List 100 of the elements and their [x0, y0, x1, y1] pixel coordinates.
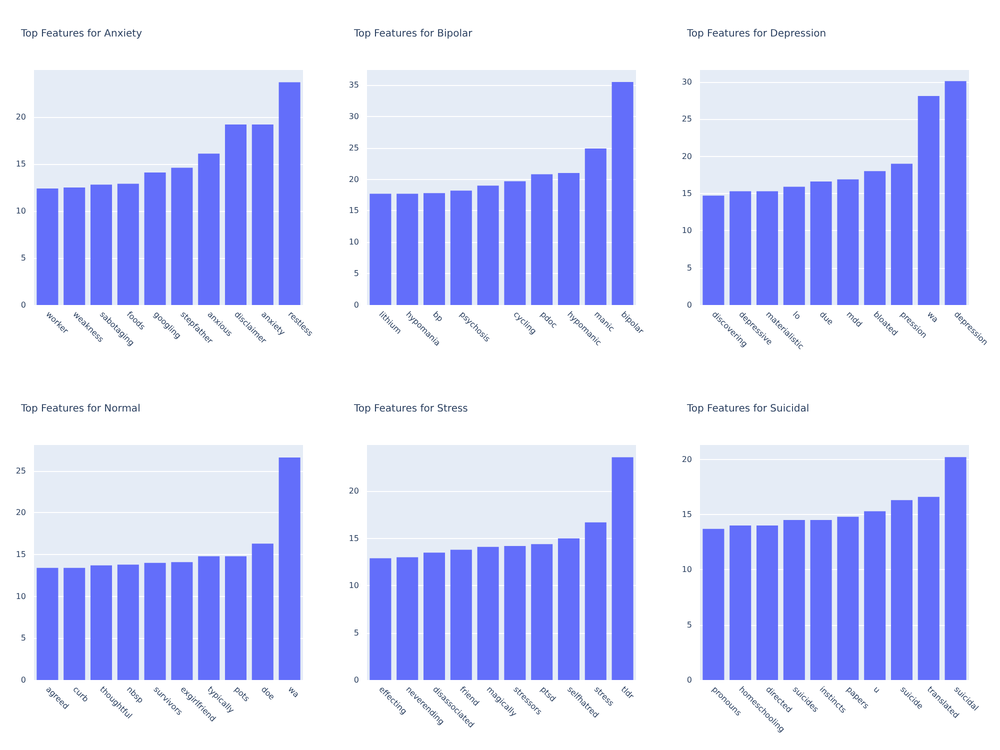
bar: [450, 190, 472, 305]
bar: [944, 457, 966, 680]
x-tick-label: u: [872, 684, 882, 695]
bar: [370, 194, 392, 305]
y-tick-label: 25: [348, 143, 359, 152]
y-tick-label: 5: [20, 254, 26, 262]
y-tick-label: 5: [354, 628, 359, 638]
y-tick-label: 15: [16, 550, 26, 560]
bar: [702, 528, 724, 680]
bar: [504, 546, 526, 680]
bar: [612, 82, 634, 305]
y-tick-label: 20: [682, 152, 692, 161]
bar: [36, 188, 58, 305]
bar: [612, 457, 634, 680]
bar: [117, 564, 139, 680]
bar: [171, 562, 193, 680]
bar: [90, 565, 112, 680]
y-tick-label: 0: [354, 676, 359, 684]
bar: [64, 188, 86, 305]
y-tick-label: 10: [682, 226, 692, 236]
bar: [90, 184, 112, 305]
y-tick-label: 0: [686, 676, 692, 684]
chart-title: Top Features for Normal: [20, 404, 140, 414]
y-tick-label: 0: [686, 300, 692, 310]
bar: [756, 526, 778, 680]
bar: [36, 568, 58, 680]
chart-title: Top Features for Anxiety: [20, 28, 142, 40]
y-tick-label: 15: [348, 206, 359, 216]
bar: [558, 173, 580, 305]
bar: [252, 124, 274, 305]
y-tick-label: 20: [682, 454, 692, 464]
y-tick-label: 10: [16, 206, 26, 216]
y-tick-label: 20: [348, 174, 359, 184]
bar: [810, 182, 832, 305]
y-tick-label: 0: [354, 300, 359, 310]
y-tick-label: 0: [20, 300, 26, 310]
y-tick-label: 20: [348, 486, 359, 496]
bar: [783, 520, 805, 680]
y-tick-label: 25: [682, 114, 692, 124]
bar: [864, 511, 886, 680]
bar: [171, 168, 193, 305]
bar: [144, 562, 166, 680]
bar: [396, 194, 418, 305]
y-tick-label: 10: [682, 565, 692, 574]
x-tick-label: wa: [286, 684, 301, 700]
bar: [890, 500, 913, 680]
chart-title: Top Features for Suicidal: [686, 404, 810, 414]
bar: [477, 186, 499, 305]
y-tick-label: 5: [354, 269, 359, 278]
bar: [810, 520, 832, 680]
bar: [890, 164, 913, 305]
bar: [504, 181, 526, 305]
y-tick-label: 30: [348, 112, 359, 121]
bar: [144, 172, 166, 305]
bar: [756, 191, 778, 305]
bar: [584, 522, 606, 680]
y-tick-label: 10: [348, 581, 359, 590]
y-tick-label: 15: [682, 510, 692, 520]
bar: [918, 96, 940, 305]
bar: [198, 556, 220, 680]
bar: [531, 544, 553, 680]
bar: [837, 516, 859, 680]
y-tick-label: 0: [20, 676, 26, 684]
x-tick-label: doe: [259, 684, 276, 702]
y-tick-label: 15: [16, 160, 26, 168]
bar: [396, 557, 418, 680]
bar: [423, 193, 446, 305]
bar: [702, 196, 724, 305]
y-tick-label: 30: [682, 77, 692, 86]
y-tick-label: 10: [348, 238, 359, 247]
x-tick-label: due: [818, 310, 835, 327]
bar: [278, 82, 300, 305]
y-tick-label: 5: [686, 620, 692, 630]
bar: [918, 496, 940, 680]
y-tick-label: 35: [348, 80, 359, 90]
bar: [450, 550, 472, 680]
bar: [730, 191, 752, 305]
bar: [730, 526, 752, 680]
x-tick-label: tldr: [619, 684, 636, 702]
y-tick-label: 15: [348, 534, 359, 543]
y-tick-label: 5: [20, 634, 26, 643]
chart-title: Top Features for Depression: [686, 28, 826, 40]
y-tick-label: 20: [16, 508, 26, 518]
chart-title: Top Features for Stress: [353, 404, 468, 414]
bar: [837, 179, 859, 305]
bar: [370, 558, 392, 680]
bar: [783, 186, 805, 305]
x-tick-label: wa: [925, 310, 940, 324]
bar: [558, 538, 580, 680]
chart-title: Top Features for Bipolar: [353, 28, 474, 40]
y-tick-label: 10: [16, 592, 26, 601]
bar: [864, 171, 886, 305]
bar: [531, 174, 553, 305]
bar: [224, 124, 247, 305]
y-tick-label: 15: [682, 188, 692, 198]
bar: [198, 154, 220, 305]
y-tick-label: 5: [686, 263, 692, 272]
bar: [477, 546, 499, 680]
bar: [117, 184, 139, 305]
bar: [252, 544, 274, 680]
